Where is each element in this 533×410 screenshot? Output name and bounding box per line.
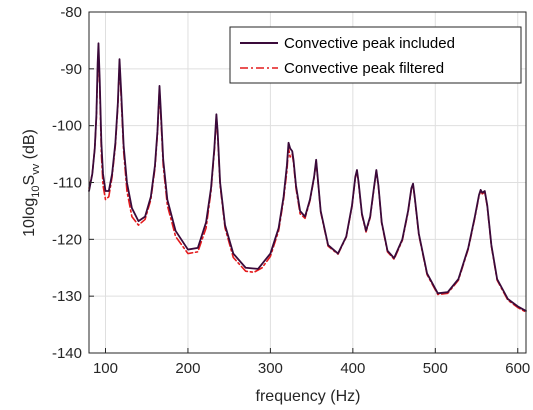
y-axis-title-main-subscript: vv (30, 163, 42, 175)
x-tick-label-5: 600 (505, 360, 530, 377)
series-line-included (88, 42, 527, 312)
y-tick-label-3: -110 (53, 175, 82, 192)
y-axis-title-main: S (21, 175, 38, 186)
x-tick-label-0: 100 (93, 360, 118, 377)
x-axis-title: frequency (Hz) (256, 388, 361, 405)
x-axis: 100 200 300 400 500 600 (93, 348, 530, 377)
y-tick-label-0: -140 (52, 345, 82, 362)
legend-box (229, 26, 522, 84)
y-axis-title-suffix: (dB) (21, 129, 38, 164)
y-tick-label-1: -130 (52, 288, 82, 305)
series-layer (88, 42, 527, 313)
x-tick-label-3: 400 (340, 360, 365, 377)
x-tick-label-2: 300 (258, 360, 283, 377)
legend-label-filtered: Convective peak filtered (284, 60, 444, 77)
y-axis-title-prefix-subscript: 10 (30, 185, 42, 197)
y-axis-title: 10log10Svv (dB) (21, 129, 42, 237)
y-tick-label-4: -100 (52, 118, 82, 135)
legend-label-included: Convective peak included (284, 35, 455, 52)
y-axis: -140 -130 -120 -110 -100 -90 -80 (52, 4, 94, 362)
y-tick-label-2: -120 (52, 231, 82, 248)
x-tick-label-1: 200 (175, 360, 200, 377)
x-tick-label-4: 500 (423, 360, 448, 377)
y-axis-title-prefix: 10log (21, 198, 38, 237)
legend: Convective peak included Convective peak… (229, 26, 522, 84)
y-tick-label-5: -90 (60, 61, 82, 78)
y-tick-label-6: -80 (60, 4, 82, 21)
